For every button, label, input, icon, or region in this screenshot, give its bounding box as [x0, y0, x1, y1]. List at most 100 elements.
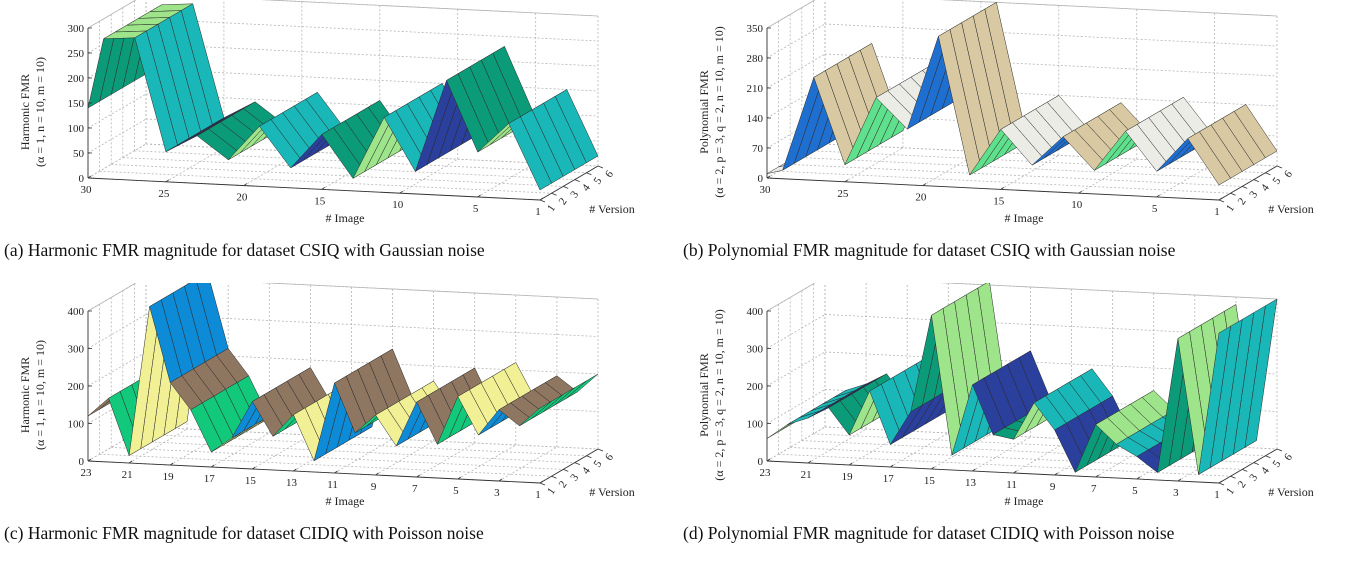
axes-b — [766, 28, 1278, 201]
caption-text-b: Polynomial FMR magnitude for dataset CSI… — [707, 240, 1176, 260]
y-tick — [1276, 448, 1283, 452]
grid-line — [766, 351, 826, 387]
y-tick — [551, 475, 557, 479]
y-tick-label: 5 — [591, 458, 604, 470]
grid-line — [477, 162, 536, 198]
x-tick-label: 25 — [158, 188, 170, 200]
z-tick-label: 0 — [79, 173, 85, 185]
y-tick-label: 3 — [1247, 189, 1260, 201]
x-tick-label: 25 — [837, 188, 849, 200]
y-tick — [551, 192, 557, 196]
y-tick — [539, 199, 546, 203]
y-axis-label: # Version — [1268, 202, 1313, 216]
x-tick-label: 5 — [1152, 203, 1158, 215]
x-tick — [1136, 476, 1141, 480]
subplot-d: 0 100 200 300 400 23 21 19 17 15 13 11 9 7 5 3 1 1 2 3 4 5 6 # … — [679, 283, 1357, 566]
z-tick-label: 0 — [758, 456, 764, 468]
x-tick-label: 9 — [371, 481, 377, 493]
z-tick-label: 150 — [68, 98, 85, 110]
y-tick — [574, 179, 580, 182]
y-tick — [1218, 199, 1225, 203]
y-tick-label: 3 — [1247, 472, 1260, 484]
y-tick-label: 5 — [1270, 458, 1283, 470]
x-tick — [848, 462, 853, 466]
caption-text-c: Harmonic FMR magnitude for dataset CIDIQ… — [27, 523, 484, 543]
z-tick-label: 50 — [73, 148, 85, 160]
surface-patch — [508, 116, 552, 191]
grid-line — [261, 0, 599, 17]
x-tick — [399, 190, 403, 194]
x-tick-label: 30 — [81, 184, 93, 196]
x-tick — [477, 194, 481, 198]
grid-line — [128, 428, 188, 464]
z-tick-label: 300 — [68, 23, 85, 35]
box-frame — [766, 0, 1278, 29]
axis-labels-d: # Image # Version Polynomial FMR (α = 2, p … — [697, 309, 1314, 508]
x-axis-line — [87, 460, 541, 484]
z-axis-label-line1: Polynomial FMR — [697, 353, 711, 437]
x-axis-label: # Image — [326, 211, 365, 225]
grid-line — [211, 432, 270, 468]
x-tick-label: 15 — [314, 195, 326, 207]
box-frame — [87, 283, 599, 312]
x-tick-label: 1 — [535, 206, 541, 218]
x-tick-label: 21 — [801, 469, 812, 481]
grid-line — [824, 53, 1278, 77]
x-tick — [243, 183, 248, 186]
x-tick-label: 15 — [924, 475, 936, 487]
y-axis-label: # Version — [1268, 485, 1313, 499]
y-tick-label: 3 — [568, 189, 581, 201]
grid-line — [165, 147, 225, 183]
x-tick — [457, 476, 462, 480]
y-tick-label: 1 — [545, 203, 558, 214]
surface-patch — [1198, 325, 1231, 475]
x-tick-label: 3 — [1173, 487, 1179, 499]
y-tick — [1230, 192, 1236, 196]
grid-line — [801, 157, 1254, 180]
x-tick-label: 7 — [1091, 483, 1097, 495]
x-axis-line — [766, 460, 1220, 484]
x-tick-label: 30 — [760, 184, 772, 196]
y-tick — [539, 482, 546, 486]
grid-line — [498, 446, 558, 482]
x-tick — [766, 175, 771, 179]
grid-line — [457, 444, 517, 480]
grid-line — [145, 143, 599, 167]
z-axis-label-line1: Harmonic FMR — [18, 74, 32, 150]
grid-line — [252, 434, 311, 470]
z-tick-label: 100 — [68, 123, 85, 135]
y-tick-label: 5 — [1270, 175, 1283, 187]
y-tick — [1253, 462, 1259, 465]
y-tick — [597, 165, 604, 169]
grid-line — [766, 23, 826, 59]
grid-line — [145, 18, 599, 42]
x-tick — [165, 179, 170, 183]
y-tick-label: 4 — [1259, 182, 1272, 194]
y-tick-label: 4 — [580, 465, 593, 477]
grid-line — [824, 83, 1278, 107]
y-axis-label: # Version — [589, 202, 634, 216]
grid-line — [87, 143, 147, 179]
z-tick-label: 0 — [758, 173, 764, 185]
x-tick-label: 19 — [842, 471, 854, 483]
grid-line — [940, 283, 1278, 300]
x-tick-label: 7 — [412, 483, 418, 495]
grid-line — [844, 147, 904, 183]
y-tick-label: 6 — [603, 451, 616, 463]
y-tick-label: 1 — [1224, 203, 1237, 214]
grid-line — [790, 164, 1243, 187]
grid-line — [87, 118, 147, 154]
subplot-a: 0 50 100 150 200 250 300 30 25 20 15 10 5 1 1 2 3 4 5 6 # Im… — [0, 0, 678, 283]
x-tick — [1078, 190, 1082, 194]
x-tick — [766, 458, 771, 462]
grid-line — [375, 440, 434, 476]
caption-text-a: Harmonic FMR magnitude for dataset CSIQ … — [27, 240, 485, 260]
z-axis-label-line1: Polynomial FMR — [697, 70, 711, 154]
grid-line — [1156, 162, 1215, 198]
x-tick-label: 13 — [965, 477, 977, 489]
grid-line — [145, 426, 599, 450]
z-tick-label: 200 — [68, 73, 85, 85]
y-tick-label: 6 — [603, 168, 616, 180]
